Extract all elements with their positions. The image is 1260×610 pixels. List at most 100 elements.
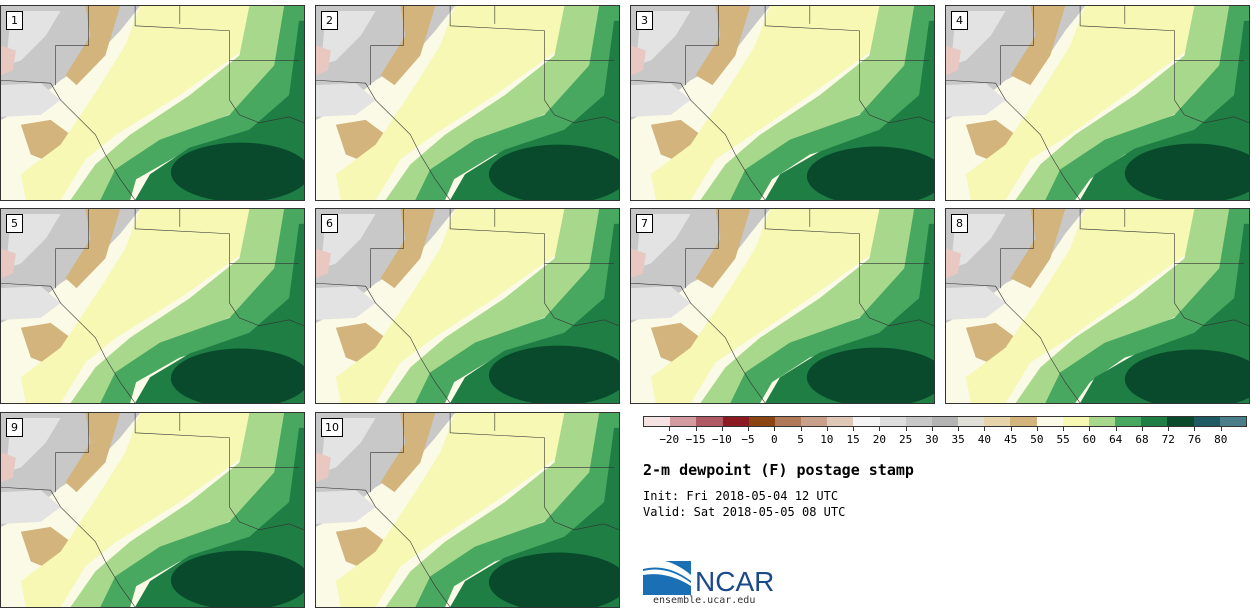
member-map-2: 2: [315, 5, 620, 201]
colorbar-tick-label: 35: [951, 433, 965, 446]
colorbar-swatch: [827, 417, 854, 426]
dewpoint-map: [631, 6, 934, 200]
colorbar-tick: [1036, 427, 1038, 431]
member-map-9: 9: [0, 412, 305, 608]
colorbar: [643, 416, 1247, 427]
colorbar-swatch: [748, 417, 775, 426]
member-number-label: 8: [951, 214, 968, 233]
member-map-3: 3: [630, 5, 935, 201]
colorbar-tick: [826, 427, 828, 431]
colorbar-tick-label: −20: [659, 433, 680, 446]
colorbar-swatch: [1193, 417, 1220, 426]
colorbar-swatch: [1141, 417, 1168, 426]
colorbar-swatch: [774, 417, 802, 426]
dewpoint-map: [631, 209, 934, 403]
colorbar-tick-label: 0: [770, 433, 778, 446]
colorbar-swatch: [801, 417, 828, 426]
init-line: Init: Fri 2018-05-04 12 UTC: [643, 489, 838, 503]
colorbar-tick-label: 72: [1161, 433, 1175, 446]
colorbar-tick-label: 30: [925, 433, 939, 446]
colorbar-tick-label: 25: [898, 433, 913, 446]
member-number-label: 2: [321, 11, 338, 30]
website-url: ensemble.ucar.edu: [653, 595, 756, 606]
dewpoint-map: [316, 413, 619, 607]
dewpoint-map: [316, 6, 619, 200]
member-map-8: 8: [945, 208, 1250, 404]
colorbar-tick: [905, 427, 907, 431]
valid-label: Valid:: [643, 505, 687, 519]
colorbar-tick: [1089, 427, 1091, 431]
colorbar-tick: [669, 427, 671, 431]
colorbar-tick-label: 45: [1004, 433, 1018, 446]
colorbar-swatch: [1219, 417, 1246, 426]
colorbar-ticks: −20 −15 −10 −5 0 5 10 15 20 25 30 35 40 45 50 55 60 64 68 7…: [643, 427, 1247, 447]
colorbar-tick: [1063, 427, 1065, 431]
colorbar-tick-label: 80: [1214, 433, 1228, 446]
member-map-1: 1: [0, 5, 305, 201]
colorbar-tick: [1115, 427, 1117, 431]
colorbar-tick: [984, 427, 986, 431]
valid-value: Sat 2018-05-05 08 UTC: [693, 505, 846, 519]
colorbar-tick-label: −5: [741, 433, 755, 446]
colorbar-tick-label: 76: [1187, 433, 1202, 446]
dewpoint-map: [1, 6, 304, 200]
colorbar-tick: [1141, 427, 1143, 431]
colorbar-tick: [1010, 427, 1012, 431]
colorbar-swatch: [905, 417, 932, 426]
colorbar-tick: [1168, 427, 1170, 431]
member-map-7: 7: [630, 208, 935, 404]
dewpoint-map: [946, 209, 1249, 403]
colorbar-swatch: [1062, 417, 1089, 426]
colorbar-tick: [695, 427, 697, 431]
colorbar-tick: [1220, 427, 1222, 431]
colorbar-swatch: [722, 417, 749, 426]
figure-title: 2-m dewpoint (F) postage stamp: [643, 461, 914, 479]
member-number-label: 4: [951, 11, 968, 30]
colorbar-tick: [931, 427, 933, 431]
colorbar-swatch: [931, 417, 959, 426]
colorbar-tick: [721, 427, 723, 431]
colorbar-swatch: [670, 417, 697, 426]
valid-line: Valid: Sat 2018-05-05 08 UTC: [643, 505, 845, 519]
colorbar-swatch: [958, 417, 985, 426]
dewpoint-map: [1, 209, 304, 403]
init-value: Fri 2018-05-04 12 UTC: [686, 489, 839, 503]
colorbar-tick: [853, 427, 855, 431]
member-number-label: 1: [6, 11, 23, 30]
colorbar-swatch: [879, 417, 906, 426]
colorbar-tick-label: 55: [1056, 433, 1070, 446]
init-label: Init:: [643, 489, 680, 503]
colorbar-tick-label: 68: [1135, 433, 1149, 446]
logo-text: NCAR: [695, 566, 774, 597]
colorbar-tick-label: 40: [977, 433, 992, 446]
member-number-label: 6: [321, 214, 338, 233]
member-map-5: 5: [0, 208, 305, 404]
colorbar-tick-label: 5: [797, 433, 804, 446]
colorbar-tick-label: −10: [711, 433, 732, 446]
member-map-10: 10: [315, 412, 620, 608]
colorbar-tick-label: 20: [872, 433, 886, 446]
colorbar-tick-label: 10: [820, 433, 834, 446]
colorbar-swatch: [1036, 417, 1063, 426]
dewpoint-map: [1, 413, 304, 607]
colorbar-swatch: [1115, 417, 1142, 426]
colorbar-swatch: [984, 417, 1011, 426]
member-map-6: 6: [315, 208, 620, 404]
colorbar-swatch: [1088, 417, 1116, 426]
dewpoint-map: [316, 209, 619, 403]
member-number-label: 10: [321, 418, 343, 437]
colorbar-tick-label: 15: [846, 433, 860, 446]
member-number-label: 3: [636, 11, 653, 30]
colorbar-tick-label: 50: [1030, 433, 1044, 446]
colorbar-tick: [800, 427, 802, 431]
member-map-4: 4: [945, 5, 1250, 201]
colorbar-swatch: [644, 417, 671, 426]
dewpoint-map: [946, 6, 1249, 200]
member-number-label: 5: [6, 214, 23, 233]
member-number-label: 9: [6, 418, 23, 437]
colorbar-tick: [879, 427, 881, 431]
colorbar-swatch: [1167, 417, 1194, 426]
colorbar-tick-label: 60: [1082, 433, 1097, 446]
colorbar-tick-label: −15: [685, 433, 706, 446]
member-number-label: 7: [636, 214, 653, 233]
